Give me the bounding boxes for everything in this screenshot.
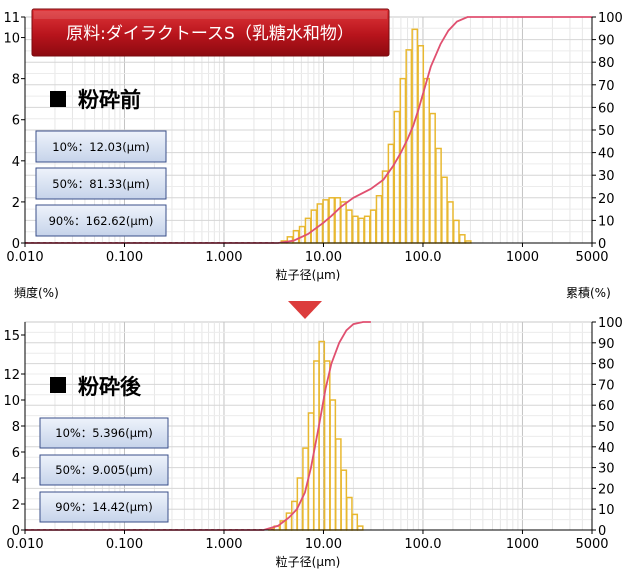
x-tick-label: 1000 bbox=[506, 537, 539, 552]
x-tick-label: 1.000 bbox=[205, 250, 242, 265]
heading-bullet-icon bbox=[50, 91, 66, 107]
down-arrow-icon bbox=[288, 301, 322, 319]
y-tick-label-left: 11 bbox=[3, 11, 20, 26]
x-tick-label: 10.00 bbox=[305, 250, 342, 265]
x-tick-label: 0.010 bbox=[6, 537, 43, 552]
y-tick-label-right: 30 bbox=[598, 462, 615, 477]
x-tick-label: 100.0 bbox=[404, 537, 441, 552]
y-tick-label-right: 70 bbox=[598, 79, 615, 94]
y-tick-label-right: 80 bbox=[598, 56, 615, 71]
x-tick-label: 0.100 bbox=[106, 250, 143, 265]
stat-d90-before: 90%：162.62(μm) bbox=[49, 214, 154, 228]
y-tick-label-right: 10 bbox=[598, 214, 615, 229]
y-tick-label-right: 90 bbox=[598, 337, 615, 352]
x-tick-label: 10.00 bbox=[305, 537, 342, 552]
y-tick-label-right: 0 bbox=[598, 524, 606, 539]
heading-before: 粉砕前 bbox=[78, 88, 141, 112]
stat-d50-before: 50%：81.33(μm) bbox=[52, 177, 149, 191]
y-tick-label-right: 80 bbox=[598, 358, 615, 373]
y-tick-label-right: 40 bbox=[598, 147, 615, 162]
y-tick-label-right: 100 bbox=[598, 11, 623, 26]
y-tick-label-left: 0 bbox=[12, 237, 20, 252]
y-tick-label-right: 70 bbox=[598, 378, 615, 393]
y-tick-label-right: 90 bbox=[598, 34, 615, 49]
y-tick-label-left: 10 bbox=[3, 32, 20, 47]
y-tick-label-left: 4 bbox=[12, 155, 20, 170]
y-tick-label-right: 50 bbox=[598, 124, 615, 139]
y-tick-label-right: 20 bbox=[598, 482, 615, 497]
y-tick-label-right: 0 bbox=[598, 237, 606, 252]
x-tick-label: 100.0 bbox=[404, 250, 441, 265]
y-tick-label-left: 10 bbox=[3, 394, 20, 409]
y-tick-label-left: 6 bbox=[12, 114, 20, 129]
y-tick-label-left: 4 bbox=[12, 472, 20, 487]
y-tick-label-left: 0 bbox=[12, 524, 20, 539]
x-tick-label: 1.000 bbox=[205, 537, 242, 552]
y-tick-label-left: 8 bbox=[12, 73, 20, 88]
heading-bullet-icon bbox=[50, 377, 66, 393]
stat-d10-after: 10%：5.396(μm) bbox=[55, 426, 152, 440]
y-tick-label-left: 12 bbox=[3, 368, 20, 383]
cumulative-line bbox=[25, 16, 592, 244]
y-tick-label-left: 2 bbox=[12, 196, 20, 211]
frequency-axis-title: 頻度(%) bbox=[14, 285, 59, 300]
y-tick-label-right: 60 bbox=[598, 101, 615, 116]
stat-boxes-after: 10%：5.396(μm) 50%：9.005(μm) 90%：14.42(μm… bbox=[39, 417, 169, 523]
x-tick-label: 1000 bbox=[506, 250, 539, 265]
banner: 原料:ダイラクトースS（乳糖水和物） bbox=[31, 8, 390, 57]
stat-d50-after: 50%：9.005(μm) bbox=[55, 463, 152, 477]
stat-d10-before: 10%：12.03(μm) bbox=[52, 140, 149, 154]
stat-boxes-before: 10%：12.03(μm) 50%：81.33(μm) 90%：162.62(μ… bbox=[35, 130, 167, 237]
y-tick-label-left: 2 bbox=[12, 498, 20, 513]
banner-text: 原料:ダイラクトースS（乳糖水和物） bbox=[66, 24, 354, 44]
y-tick-label-right: 50 bbox=[598, 420, 615, 435]
y-tick-label-left: 15 bbox=[3, 329, 20, 344]
y-tick-label-right: 10 bbox=[598, 503, 615, 518]
cumulative-axis-title: 累積(%) bbox=[566, 285, 611, 300]
y-tick-label-right: 100 bbox=[598, 316, 623, 331]
cumulative-line bbox=[25, 321, 371, 531]
y-tick-label-right: 20 bbox=[598, 192, 615, 207]
y-tick-label-left: 6 bbox=[12, 446, 20, 461]
x-tick-label: 0.100 bbox=[106, 537, 143, 552]
heading-after: 粉砕後 bbox=[78, 375, 142, 399]
y-tick-label-left: 8 bbox=[12, 420, 20, 435]
y-tick-label-right: 60 bbox=[598, 399, 615, 414]
y-tick-label-right: 40 bbox=[598, 441, 615, 456]
stat-d90-after: 90%：14.42(μm) bbox=[55, 500, 152, 514]
x-tick-label: 5000 bbox=[575, 250, 608, 265]
x-tick-label: 5000 bbox=[575, 537, 608, 552]
x-axis-title: 粒子径(μm) bbox=[276, 554, 341, 569]
x-axis-title: 粒子径(μm) bbox=[276, 267, 341, 282]
y-tick-label-right: 30 bbox=[598, 169, 615, 184]
x-tick-label: 0.010 bbox=[6, 250, 43, 265]
chart-after: 0.010 0.100 1.000 10.00 100.0 1000 50000246810… bbox=[3, 316, 622, 569]
